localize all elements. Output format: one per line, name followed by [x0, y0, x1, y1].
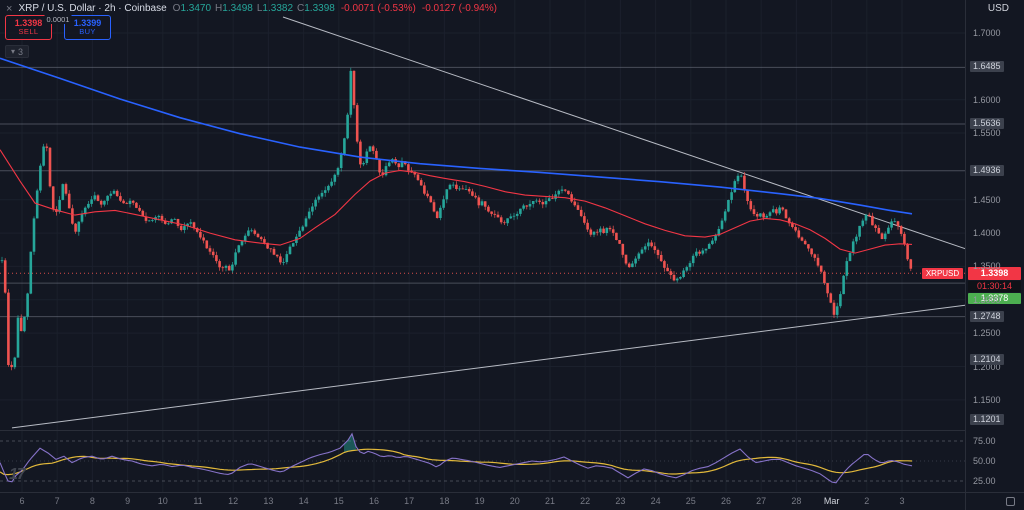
sell-price: 1.3398 — [14, 18, 43, 29]
rsi-ma-line — [0, 448, 913, 476]
chart-canvas[interactable] — [0, 0, 965, 492]
time-label: 27 — [756, 496, 767, 506]
buy-price: 1.3399 — [73, 18, 102, 29]
price-axis[interactable]: 1.3398 01:30:14 1.3378 1.7000 1.6000 1.550… — [965, 0, 1024, 492]
time-label: 24 — [650, 496, 661, 506]
ma-fast-line — [0, 149, 913, 254]
tradingview-logo[interactable]: 17 — [9, 466, 26, 483]
indicator-tick: 25.00 — [973, 476, 996, 486]
close-value: 1.3398 — [304, 3, 335, 14]
ma-slow-line — [0, 57, 913, 215]
sell-label: SELL — [18, 27, 39, 37]
time-label: 18 — [439, 496, 450, 506]
buy-label: BUY — [79, 27, 96, 37]
time-label: 3 — [899, 496, 905, 506]
time-label: 6 — [19, 496, 25, 506]
price-level-label: 1.6485 — [970, 61, 1004, 73]
low-label: L — [256, 3, 263, 14]
horizontal-level-lines[interactable] — [0, 66, 965, 318]
ohlc-values: O1.3470 H1.3498 L1.3382 C1.3398 — [173, 3, 335, 14]
bar-close-countdown: 01:30:14 — [968, 281, 1021, 292]
time-label: Mar — [823, 496, 840, 506]
close-icon[interactable]: × — [6, 2, 13, 15]
spread-value: 0.0001 — [44, 15, 72, 24]
last-price-badge: 1.3398 — [968, 267, 1021, 280]
time-label: 2 — [864, 496, 870, 506]
close-label: C — [297, 3, 305, 14]
open-label: O — [172, 3, 181, 14]
time-label: 7 — [54, 496, 60, 506]
candlestick-series — [0, 67, 913, 371]
currency-toggle-button[interactable]: USD — [987, 3, 1009, 14]
symbol-price-line-label: XRPUSD — [922, 268, 963, 279]
time-label: 13 — [263, 496, 274, 506]
grid-lines — [0, 0, 965, 492]
symbol-title[interactable]: XRP / U.S. Dollar · 2h · Coinbase — [18, 3, 167, 14]
price-tick: 1.7000 — [973, 28, 1001, 38]
high-value: 1.3498 — [222, 3, 253, 14]
time-label: 16 — [368, 496, 379, 506]
time-label: 11 — [193, 496, 203, 506]
rsi-line — [0, 432, 913, 484]
price-tick: 1.5500 — [973, 128, 1001, 139]
chevron-down-icon: ▾ — [11, 47, 16, 56]
time-label: 22 — [580, 496, 591, 506]
low-value: 1.3382 — [262, 3, 294, 14]
price-tick: 1.3000 — [973, 294, 1001, 305]
time-label: 25 — [685, 496, 696, 506]
price-tick: 1.2000 — [973, 361, 1001, 372]
price-tick: 1.4500 — [973, 194, 1001, 205]
indicator-tick: 50.00 — [973, 456, 996, 466]
high-label: H — [215, 3, 223, 14]
chart-legend: × XRP / U.S. Dollar · 2h · Coinbase O1.3… — [6, 3, 497, 14]
alert-price-badge: 1.3378 — [968, 293, 1021, 304]
collapsed-indicators-count: 3 — [18, 46, 24, 57]
buy-button[interactable]: 1.3399 BUY — [64, 15, 111, 40]
axis-settings-icon[interactable] — [1006, 497, 1015, 506]
time-label: 15 — [333, 496, 344, 506]
price-tick: 1.3500 — [973, 261, 1001, 272]
legend-collapse-button[interactable]: ▾ 3 — [5, 45, 30, 58]
price-tick: 1.6000 — [973, 94, 1001, 105]
time-label: 20 — [509, 496, 520, 506]
time-label: 9 — [125, 496, 131, 506]
price-tick: 1.1500 — [973, 394, 1001, 405]
time-label: 8 — [89, 496, 95, 506]
price-tick: 1.4000 — [973, 228, 1001, 239]
axis-corner — [965, 492, 1024, 510]
time-label: 21 — [544, 496, 555, 506]
price-tick: 1.2500 — [973, 328, 1001, 339]
time-axis[interactable]: 6 7 8 9 10 11 12 13 14 15 16 17 18 19 20 21 22 23 24 25 26 27… — [0, 492, 965, 510]
change-value-2: -0.0127 (-0.94%) — [421, 3, 497, 14]
sell-button[interactable]: 1.3398 SELL — [5, 15, 52, 40]
time-label: 14 — [298, 496, 309, 506]
price-level-label: 1.2104 — [970, 353, 1004, 365]
time-label: 28 — [791, 496, 802, 506]
trendlines[interactable] — [11, 16, 965, 429]
price-level-label: 1.1201 — [970, 413, 1004, 425]
trade-widget: 1.3398 SELL 1.3399 BUY 0.0001 — [5, 15, 111, 40]
time-label: 10 — [157, 496, 168, 506]
change-value: -0.0071 (-0.53%) — [340, 3, 416, 14]
price-level-label: 1.2748 — [970, 310, 1004, 322]
price-level-label: 1.4936 — [970, 164, 1004, 176]
time-label: 26 — [720, 496, 731, 506]
time-label: 23 — [615, 496, 626, 506]
price-level-label: 1.5636 — [970, 117, 1004, 129]
time-label: 17 — [404, 496, 415, 506]
time-label: 12 — [228, 496, 239, 506]
indicator-tick: 75.00 — [973, 436, 996, 446]
time-label: 19 — [474, 496, 485, 506]
open-value: 1.3470 — [180, 3, 212, 14]
